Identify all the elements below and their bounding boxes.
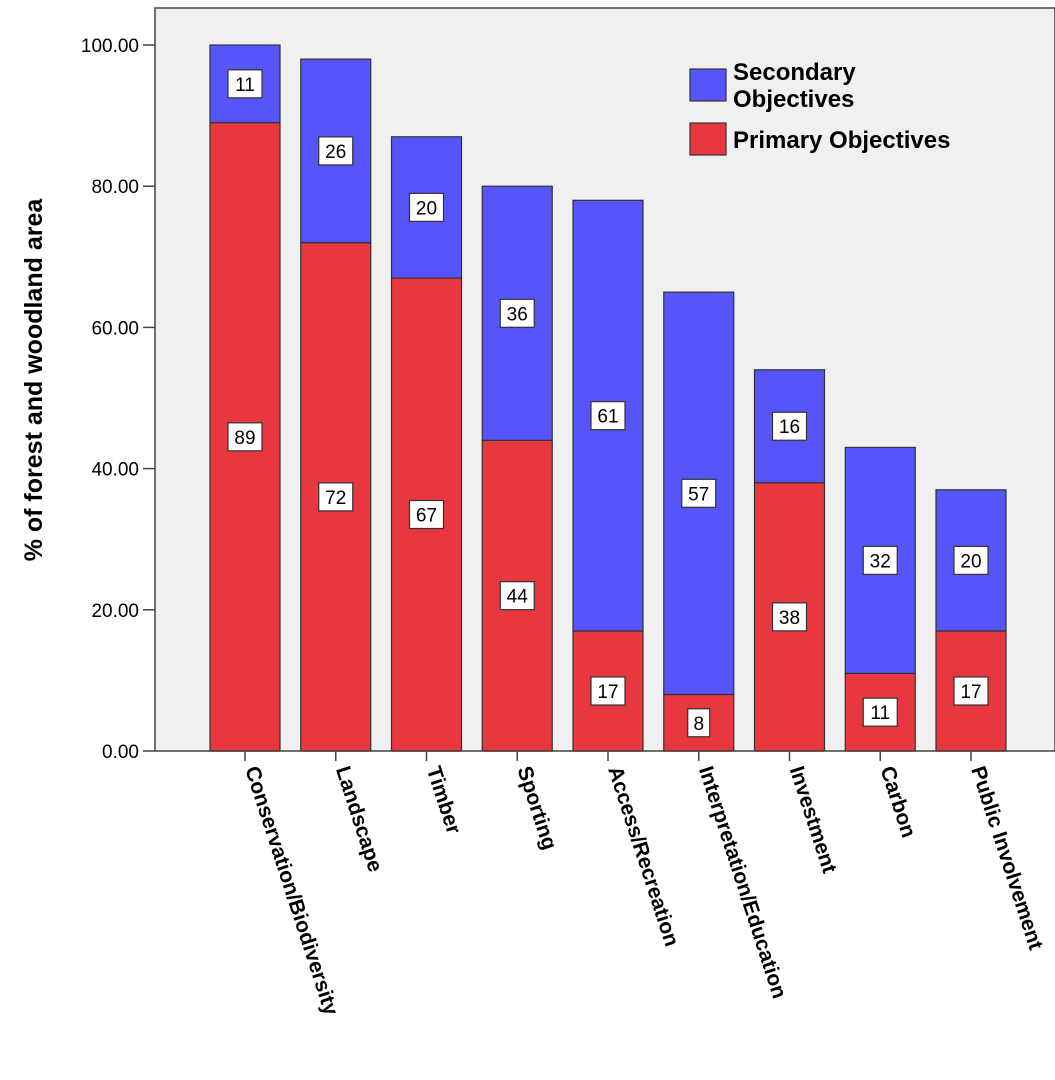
y-tick-label: 60.00 bbox=[91, 318, 139, 339]
data-label: 72 bbox=[325, 488, 346, 509]
data-label-box bbox=[862, 545, 898, 575]
x-tick-label: Conservation/Biodiversity bbox=[240, 763, 342, 1018]
data-labels: 89 11 72 26 67 20 44 36 17 61 8 57 38 16 11 32 17 20 bbox=[227, 69, 989, 738]
data-label: 20 bbox=[416, 198, 437, 219]
data-label: 26 bbox=[325, 142, 346, 163]
x-tick-label: Landscape bbox=[331, 763, 387, 874]
data-label: 89 bbox=[234, 428, 255, 449]
data-label-box bbox=[227, 422, 263, 452]
data-label-box bbox=[318, 482, 354, 512]
x-tick-label: Investment bbox=[785, 763, 841, 876]
x-tick-label: Interpretation/Education bbox=[694, 763, 791, 1001]
data-label: 20 bbox=[960, 551, 981, 572]
legend-swatch-secondary bbox=[689, 68, 727, 102]
data-label: 11 bbox=[870, 703, 890, 724]
data-label-box bbox=[862, 697, 898, 727]
data-label: 17 bbox=[597, 682, 618, 703]
y-tick-label: 80.00 bbox=[91, 177, 139, 198]
y-tick-label: 0.00 bbox=[102, 742, 139, 763]
x-tick-label: Sporting bbox=[512, 763, 561, 852]
data-label-box bbox=[590, 676, 626, 706]
data-label-box bbox=[499, 581, 535, 611]
data-label-box bbox=[771, 411, 808, 441]
data-label: 61 bbox=[597, 407, 618, 428]
data-label-box bbox=[590, 401, 626, 431]
data-label: 67 bbox=[416, 505, 437, 526]
legend-swatch-primary bbox=[689, 122, 727, 156]
y-tick-label: 40.00 bbox=[91, 460, 139, 481]
legend-label-secondary: Secondary bbox=[733, 59, 856, 86]
data-label-box bbox=[681, 478, 717, 508]
data-label: 36 bbox=[507, 304, 528, 325]
data-label: 32 bbox=[870, 551, 891, 572]
data-label: 44 bbox=[507, 587, 529, 608]
data-label-box bbox=[953, 545, 989, 575]
y-axis-label: % of forest and woodland area bbox=[20, 198, 48, 562]
data-label-box bbox=[408, 192, 445, 222]
x-tick-label: Access/Recreation bbox=[603, 763, 683, 949]
data-label-box bbox=[687, 708, 711, 738]
legend-label-primary: Primary Objectives bbox=[733, 127, 950, 154]
y-tick-label: 100.00 bbox=[81, 36, 139, 57]
legend-label-secondary: Objectives bbox=[733, 86, 854, 113]
data-label: 17 bbox=[960, 682, 981, 703]
data-label-box bbox=[771, 602, 808, 632]
data-label: 11 bbox=[235, 75, 255, 96]
data-label: 57 bbox=[688, 484, 709, 505]
data-label-box bbox=[408, 499, 445, 530]
data-label-box bbox=[318, 136, 354, 166]
data-label-box bbox=[499, 298, 535, 328]
data-label: 38 bbox=[779, 608, 800, 629]
data-label-box bbox=[953, 676, 989, 706]
data-label-box bbox=[227, 69, 263, 99]
data-label: 16 bbox=[779, 417, 800, 438]
x-tick-label: Carbon bbox=[875, 763, 920, 840]
x-tick-label: Timber bbox=[422, 763, 465, 836]
y-axis: 0.00 20.00 40.00 60.00 80.00 100.00 bbox=[81, 36, 155, 763]
x-tick-label: Public Involvement bbox=[966, 763, 1047, 952]
data-label: 8 bbox=[693, 714, 704, 735]
y-tick-label: 20.00 bbox=[91, 601, 139, 622]
